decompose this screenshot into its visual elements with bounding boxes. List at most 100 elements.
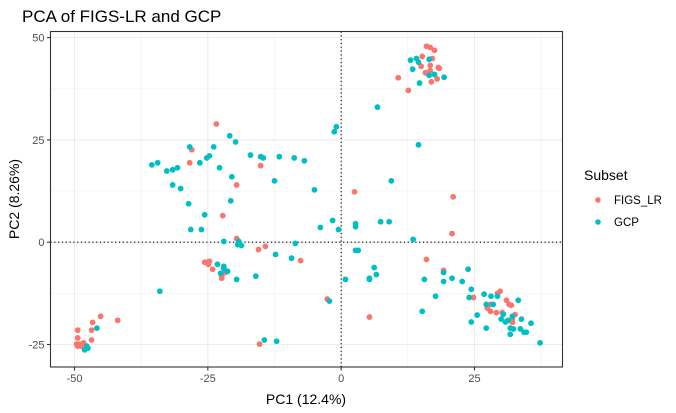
point-gcp: [201, 211, 208, 218]
point-gcp: [440, 278, 447, 285]
point-figs-lr: [503, 297, 510, 304]
x-tick-label: 25: [468, 373, 480, 385]
panel-background: [50, 31, 563, 367]
minor-gridlines: [50, 31, 563, 367]
point-figs-lr: [428, 78, 435, 85]
point-gcp: [210, 143, 217, 150]
point-gcp: [232, 139, 239, 145]
point-figs-lr: [418, 63, 425, 70]
point-gcp: [505, 317, 511, 324]
point-figs-lr: [419, 53, 426, 60]
point-gcp: [440, 269, 447, 276]
point-gcp: [374, 104, 381, 111]
point-gcp: [465, 266, 471, 273]
point-gcp: [431, 71, 438, 78]
point-gcp: [228, 173, 235, 180]
point-gcp: [187, 226, 194, 233]
point-gcp: [169, 166, 176, 173]
point-gcp: [459, 278, 466, 285]
point-gcp: [415, 59, 422, 66]
point-figs-lr: [487, 308, 494, 315]
point-gcp: [483, 325, 490, 332]
point-figs-lr: [427, 67, 434, 74]
point-gcp: [352, 223, 359, 230]
point-figs-lr: [97, 313, 104, 320]
point-gcp: [252, 273, 259, 280]
point-gcp: [220, 238, 227, 245]
point-gcp: [466, 294, 473, 301]
point-gcp: [342, 276, 349, 283]
point-figs-lr: [297, 257, 304, 264]
point-figs-lr: [74, 335, 81, 341]
point-gcp: [490, 301, 497, 308]
point-figs-lr: [366, 314, 373, 320]
legend: Subset FIGS_LR GCP: [584, 167, 662, 229]
point-gcp: [507, 331, 514, 338]
point-gcp: [154, 159, 161, 166]
point-gcp: [94, 325, 100, 332]
point-gcp: [260, 155, 267, 161]
point-figs-lr: [508, 302, 515, 309]
point-figs-lr: [497, 288, 503, 295]
point-gcp: [515, 297, 522, 304]
point-gcp: [186, 143, 193, 150]
point-figs-lr: [257, 162, 264, 169]
point-gcp: [474, 312, 481, 318]
legend-label-figs-lr: FIGS_LR: [614, 195, 662, 207]
y-axis-title: PC2 (8.26%): [6, 159, 22, 239]
y-tick-label: 50: [32, 33, 44, 45]
point-gcp: [156, 288, 163, 295]
point-gcp: [291, 155, 298, 161]
legend-item-figs-lr: FIGS_LR: [595, 195, 662, 207]
point-gcp: [409, 66, 416, 73]
point-gcp: [483, 301, 490, 308]
point-figs-lr: [262, 243, 269, 250]
point-figs-lr: [78, 343, 84, 350]
point-gcp: [331, 128, 338, 135]
point-gcp: [198, 226, 205, 233]
point-gcp: [407, 57, 414, 64]
point-gcp: [271, 177, 278, 184]
point-gcp: [449, 275, 455, 282]
point-gcp: [311, 186, 318, 193]
point-gcp: [468, 286, 475, 293]
legend-key-gcp: [595, 219, 601, 225]
point-gcp: [206, 152, 213, 159]
reference-lines: [50, 31, 563, 367]
point-gcp: [468, 319, 475, 325]
point-gcp: [261, 337, 268, 343]
point-figs-lr: [256, 341, 263, 347]
point-gcp: [185, 200, 192, 207]
point-gcp: [81, 346, 88, 353]
x-axis-ticks: -50 -25 0 25: [67, 367, 481, 385]
point-figs-lr: [493, 309, 500, 316]
data-points: [73, 43, 543, 353]
point-figs-lr: [427, 62, 434, 69]
point-figs-lr: [423, 256, 430, 263]
point-gcp: [426, 56, 433, 63]
point-gcp: [272, 251, 279, 258]
point-figs-lr: [89, 319, 96, 326]
point-gcp: [177, 185, 184, 192]
point-gcp: [174, 164, 181, 171]
point-gcp: [301, 157, 308, 164]
legend-key-figs-lr: [595, 197, 601, 203]
point-gcp: [366, 276, 373, 283]
point-figs-lr: [449, 230, 455, 237]
point-figs-lr: [205, 261, 212, 268]
point-figs-lr: [209, 266, 216, 273]
x-axis-title: PC1 (12.4%): [266, 391, 346, 407]
point-gcp: [371, 264, 378, 271]
point-figs-lr: [395, 74, 402, 81]
point-gcp: [355, 247, 362, 254]
point-gcp: [537, 339, 543, 346]
y-axis-ticks: -25 0 25 50: [29, 33, 51, 351]
point-gcp: [335, 226, 342, 233]
point-gcp: [196, 159, 203, 166]
point-gcp: [498, 316, 505, 323]
point-gcp: [419, 308, 426, 315]
point-figs-lr: [114, 317, 121, 324]
point-figs-lr: [186, 159, 193, 166]
point-gcp: [386, 218, 393, 225]
point-gcp: [388, 177, 395, 184]
